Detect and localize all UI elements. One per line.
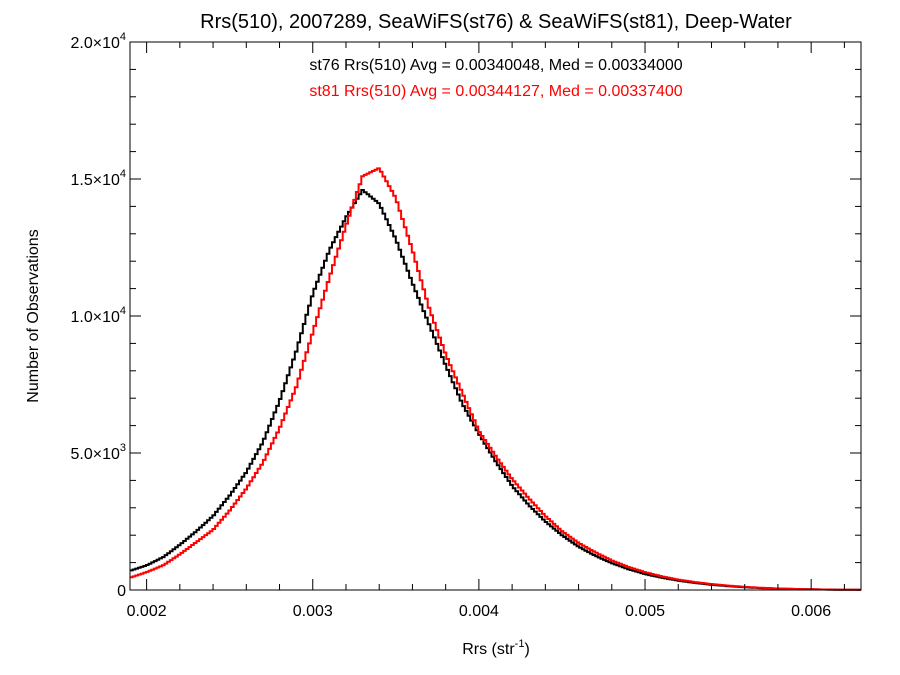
x-axis-label-text: Rrs (str (462, 641, 515, 658)
x-axis: 0.002 0.003 0.004 0.005 0.006 (127, 42, 845, 620)
y-tick-label: 5.0×103 (70, 442, 126, 463)
chart-title: Rrs(510), 2007289, SeaWiFS(st76) & SeaWi… (200, 11, 792, 33)
stat-line-st81: st81 Rrs(510) Avg = 0.00344127, Med = 0.… (309, 83, 682, 100)
x-axis-label-sup: -1 (515, 638, 525, 650)
y-tick-label: 1.5×104 (70, 168, 126, 189)
x-tick-label: 0.004 (459, 603, 499, 620)
y-axis: 0 5.0×103 1.0×104 1.5×104 2.0×104 (70, 31, 861, 600)
y-axis-label: Number of Observations (25, 229, 42, 402)
x-axis-label-close: ) (524, 641, 529, 658)
stat-line-st76: st76 Rrs(510) Avg = 0.00340048, Med = 0.… (309, 57, 682, 74)
series-line-1 (130, 167, 861, 591)
x-tick-label: 0.003 (293, 603, 333, 620)
y-tick-label: 2.0×104 (70, 31, 126, 52)
x-tick-label: 0.002 (127, 603, 167, 620)
y-tick-label: 0 (117, 583, 126, 600)
x-axis-label: Rrs (str-1) (462, 638, 530, 658)
x-tick-label: 0.006 (791, 603, 831, 620)
y-tick-label: 1.0×104 (70, 305, 126, 326)
plot-area (130, 167, 861, 591)
plot-frame (129, 41, 862, 591)
series-line-0 (130, 189, 861, 591)
x-tick-label: 0.005 (625, 603, 665, 620)
